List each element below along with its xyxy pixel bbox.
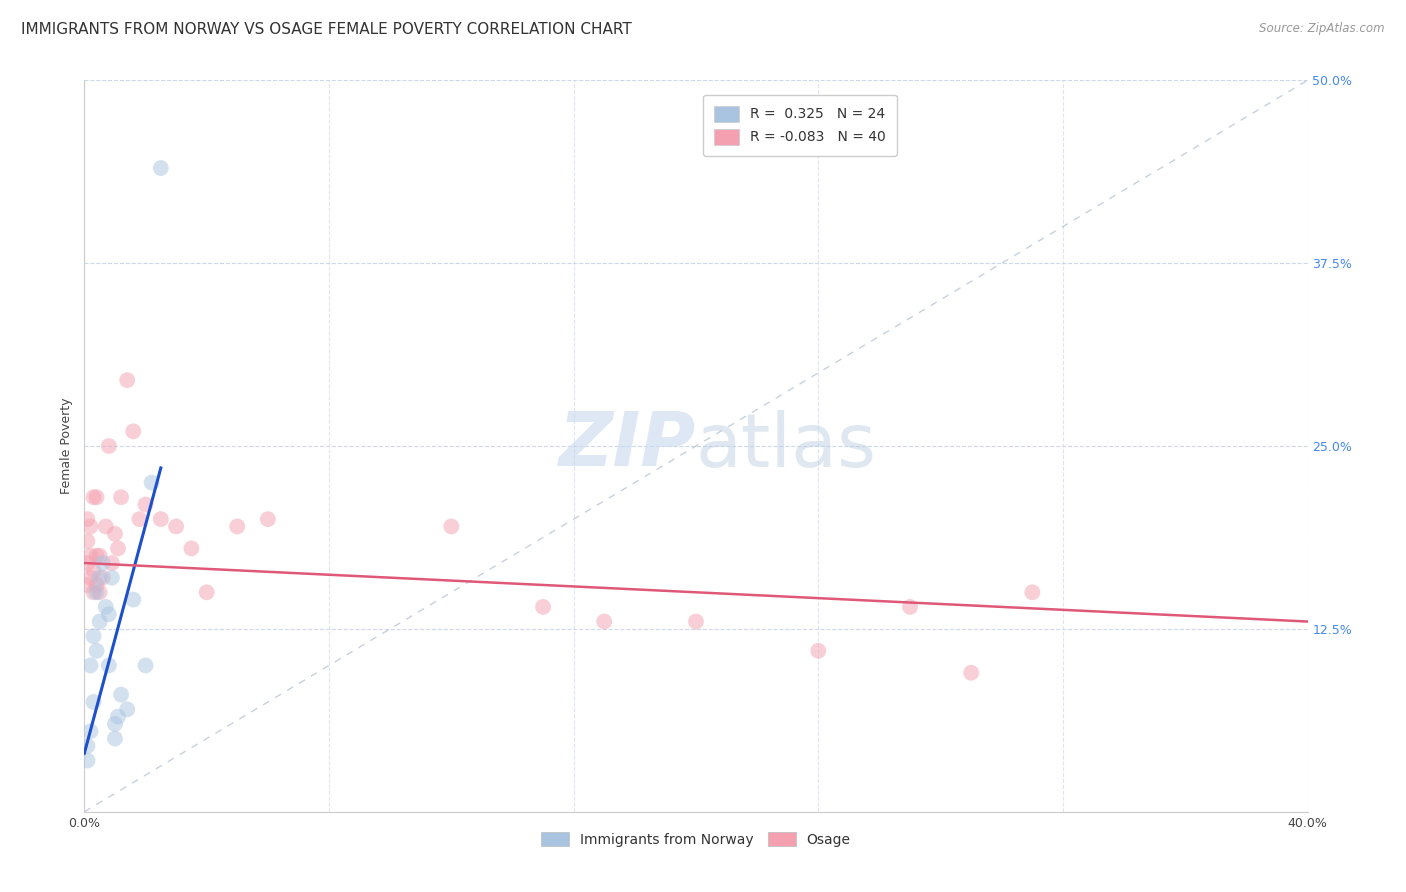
Text: atlas: atlas <box>696 409 877 483</box>
Point <box>135 658 157 673</box>
Point <box>83 563 105 577</box>
Point <box>76 556 98 570</box>
Point <box>76 578 98 592</box>
Point <box>180 541 202 556</box>
Point <box>593 615 616 629</box>
Point <box>89 585 111 599</box>
Point <box>94 599 117 614</box>
Text: Source: ZipAtlas.com: Source: ZipAtlas.com <box>1260 22 1385 36</box>
Point <box>226 519 249 533</box>
Point <box>110 688 132 702</box>
Point <box>83 629 105 643</box>
Point <box>89 549 111 563</box>
Point <box>94 519 117 533</box>
Point <box>257 512 280 526</box>
Point <box>79 549 101 563</box>
Point <box>86 644 108 658</box>
Point <box>86 490 108 504</box>
Point <box>531 599 554 614</box>
Point <box>440 519 463 533</box>
Point <box>1021 585 1043 599</box>
Point <box>141 475 163 490</box>
Point <box>115 373 138 387</box>
Point <box>79 519 101 533</box>
Point <box>135 498 157 512</box>
Point <box>76 739 98 753</box>
Point <box>79 658 101 673</box>
Point <box>83 490 105 504</box>
Point <box>76 754 98 768</box>
Point <box>86 549 108 563</box>
Point <box>104 731 127 746</box>
Point <box>104 717 127 731</box>
Point <box>91 571 114 585</box>
Point <box>76 534 98 549</box>
Point <box>107 709 129 723</box>
Point <box>685 615 707 629</box>
Point <box>101 556 124 570</box>
Point <box>122 592 145 607</box>
Point <box>128 512 150 526</box>
Point <box>97 658 120 673</box>
Point <box>101 571 124 585</box>
Point <box>79 724 101 739</box>
Point <box>149 512 172 526</box>
Point <box>83 695 105 709</box>
Point <box>107 541 129 556</box>
Point <box>76 512 98 526</box>
Point <box>110 490 132 504</box>
Point <box>97 439 120 453</box>
Point <box>91 556 114 570</box>
Point <box>165 519 187 533</box>
Text: IMMIGRANTS FROM NORWAY VS OSAGE FEMALE POVERTY CORRELATION CHART: IMMIGRANTS FROM NORWAY VS OSAGE FEMALE P… <box>21 22 631 37</box>
Legend: Immigrants from Norway, Osage: Immigrants from Norway, Osage <box>536 826 856 853</box>
Point <box>86 585 108 599</box>
Point <box>807 644 830 658</box>
Point <box>79 571 101 585</box>
Point <box>898 599 921 614</box>
Point <box>115 702 138 716</box>
Point <box>89 571 111 585</box>
Point <box>86 578 108 592</box>
Y-axis label: Female Poverty: Female Poverty <box>60 398 73 494</box>
Text: ZIP: ZIP <box>558 409 696 483</box>
Point <box>122 425 145 439</box>
Point <box>89 615 111 629</box>
Point <box>83 585 105 599</box>
Point <box>195 585 218 599</box>
Point <box>960 665 983 680</box>
Point <box>97 607 120 622</box>
Point <box>104 526 127 541</box>
Point <box>149 161 172 175</box>
